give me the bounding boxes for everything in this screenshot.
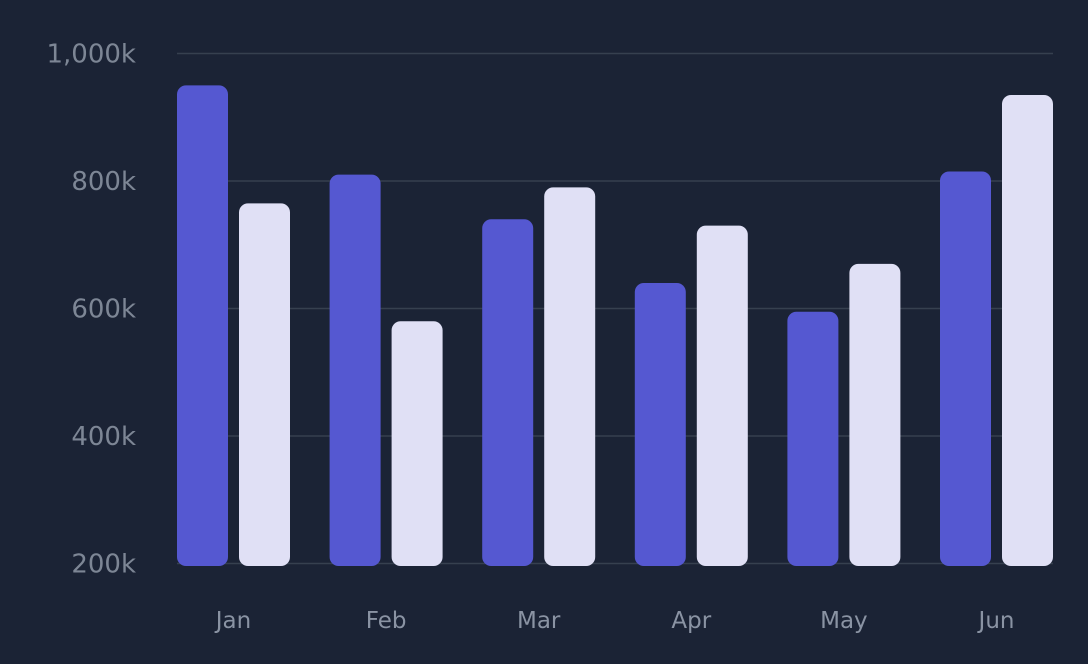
y-tick-label: 200k bbox=[71, 550, 136, 580]
bar-mar-series-1 bbox=[482, 219, 534, 566]
bar-jun-series-1 bbox=[940, 171, 991, 566]
x-tick-label: May bbox=[820, 608, 868, 634]
bar-feb-series-1 bbox=[329, 174, 381, 566]
x-tick-label: Jan bbox=[214, 608, 251, 634]
x-tick-label: Apr bbox=[671, 608, 711, 634]
bar-mar-series-2 bbox=[544, 187, 596, 566]
bar-apr-series-2 bbox=[696, 225, 748, 566]
y-tick-label: 800k bbox=[71, 167, 136, 197]
y-tick-label: 1,000k bbox=[47, 40, 137, 70]
y-tick-label: 600k bbox=[71, 295, 136, 325]
bar-jun-series-2 bbox=[1002, 94, 1053, 566]
bar-may-series-2 bbox=[849, 263, 901, 566]
x-tick-label: Jun bbox=[977, 608, 1015, 634]
x-tick-label: Mar bbox=[517, 608, 561, 634]
bar-may-series-1 bbox=[787, 311, 839, 566]
bar-jan-series-1 bbox=[177, 85, 228, 566]
bar-feb-series-2 bbox=[391, 321, 443, 566]
y-tick-label: 400k bbox=[71, 422, 136, 452]
bar-apr-series-1 bbox=[634, 283, 686, 566]
x-tick-label: Feb bbox=[366, 608, 407, 634]
bar-jan-series-2 bbox=[239, 203, 290, 566]
